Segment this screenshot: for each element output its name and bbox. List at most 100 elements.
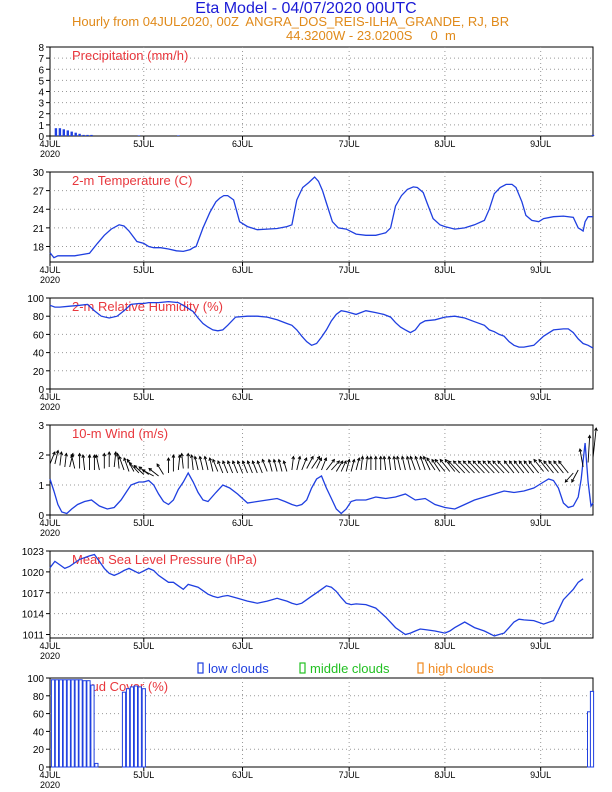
wind-arrowhead	[356, 457, 361, 462]
wind-arrowhead	[277, 458, 282, 463]
wind-arrowhead	[64, 452, 68, 457]
y-tick-label: 1023	[22, 547, 45, 558]
y-tick-label: 21	[33, 224, 45, 235]
wind-vector	[301, 457, 308, 471]
x-tick-label: 6JUL	[232, 518, 253, 528]
y-tick-label: 7	[38, 54, 44, 65]
wind-arrowhead	[297, 455, 302, 460]
wind-vector	[247, 460, 253, 474]
wind-arrowhead	[518, 460, 523, 465]
x-tick-label: 4JUL	[39, 392, 60, 402]
wind-vector	[177, 454, 181, 471]
wind-vector	[431, 459, 441, 472]
wind-arrowhead	[118, 455, 122, 460]
x-tick-label: 8JUL	[434, 392, 455, 402]
wind-vector	[345, 459, 350, 472]
wind-vector	[232, 460, 239, 474]
x-year-label: 2020	[40, 528, 60, 538]
wind-vector	[148, 468, 159, 477]
legend-high-clouds-swatch	[417, 662, 424, 674]
wind-vector	[237, 460, 243, 474]
data-bar	[90, 684, 95, 768]
x-tick-label: 5JUL	[133, 770, 154, 780]
wind-arrowhead	[227, 460, 231, 465]
wind-arrowhead	[87, 454, 92, 458]
wind-arrowhead	[387, 455, 392, 460]
wind-vector	[49, 451, 56, 465]
wind-arrowhead	[236, 460, 241, 465]
data-bar	[133, 685, 139, 768]
wind-vector	[383, 456, 387, 471]
wind-arrowhead	[94, 454, 99, 459]
wind-vector	[482, 460, 495, 474]
panel-3: 0 20 40 60 80 100 4JUL 5JUL 6JUL 7JUL 8JUL 9JUL 2020…	[27, 294, 594, 412]
wind-arrowhead	[198, 455, 203, 460]
x-tick-label: 4JUL	[39, 770, 60, 780]
x-tick-label: 4JUL	[39, 139, 60, 149]
wind-arrowhead	[553, 460, 557, 465]
wind-arrowhead	[127, 458, 131, 463]
series-line	[49, 300, 594, 349]
wind-vector	[564, 472, 574, 483]
wind-vector	[419, 456, 426, 471]
data-bar	[129, 686, 135, 768]
wind-arrowhead	[336, 460, 341, 465]
data-bar	[66, 679, 71, 768]
wind-arrowhead	[217, 460, 221, 465]
wind-vector	[439, 459, 451, 472]
wind-arrowhead	[166, 457, 171, 461]
wind-vector	[199, 456, 204, 471]
wind-vector	[388, 456, 392, 471]
wind-arrowhead	[558, 460, 562, 465]
y-tick-label: 5	[38, 76, 44, 87]
wind-arrowhead	[434, 458, 439, 463]
y-tick-label: 1014	[22, 610, 45, 621]
wind-vector	[133, 465, 145, 475]
wind-vector	[257, 460, 263, 474]
wind-vector	[426, 457, 436, 471]
data-bar	[74, 679, 79, 768]
wind-arrowhead	[396, 455, 400, 460]
wind-arrowhead	[189, 454, 194, 458]
wind-arrowhead	[419, 455, 423, 460]
panel-frame	[49, 297, 594, 390]
wind-vector	[204, 456, 209, 471]
x-year-label: 2020	[40, 402, 60, 412]
wind-vector	[444, 459, 456, 472]
wind-vector	[558, 460, 569, 474]
wind-arrowhead	[123, 457, 127, 462]
wind-vector	[509, 460, 520, 474]
wind-arrowhead	[378, 455, 383, 460]
x-year-label: 2020	[40, 275, 60, 285]
chart-subtitle-location: Hourly from 04JUL2020, 00Z ANGRA_DOS_REI…	[72, 14, 510, 29]
wind-arrowhead	[138, 466, 143, 470]
wind-arrowhead	[503, 460, 508, 465]
wind-arrowhead	[113, 451, 118, 455]
wind-arrowhead	[400, 455, 405, 460]
y-tick-label: 27	[33, 187, 45, 198]
wind-arrowhead	[578, 448, 583, 452]
wind-arrowhead	[439, 458, 444, 463]
wind-vector	[217, 460, 224, 474]
chart-header: Eta Model - 04/07/2020 00UTC Hourly from…	[0, 0, 612, 46]
wind-vector	[306, 456, 314, 469]
wind-arrowhead	[52, 451, 56, 456]
chart-title: Eta Model - 04/07/2020 00UTC	[195, 0, 417, 17]
wind-arrowhead	[331, 458, 335, 463]
y-tick-label: 30	[33, 168, 45, 179]
wind-arrowhead	[392, 455, 397, 460]
wind-vector	[123, 457, 130, 472]
wind-arrowhead	[360, 455, 365, 460]
wind-arrowhead	[414, 455, 418, 460]
wind-arrowhead	[251, 460, 256, 465]
wind-vector	[117, 453, 120, 469]
wind-arrowhead	[497, 460, 501, 465]
x-tick-label: 5JUL	[133, 392, 154, 402]
y-tick-label: 40	[33, 727, 45, 738]
wind-vector	[579, 448, 584, 468]
wind-vector	[423, 456, 431, 471]
wind-vector	[222, 460, 229, 474]
wind-arrowhead	[523, 460, 528, 465]
x-tick-label: 5JUL	[133, 641, 154, 651]
x-tick-label: 5JUL	[133, 139, 154, 149]
